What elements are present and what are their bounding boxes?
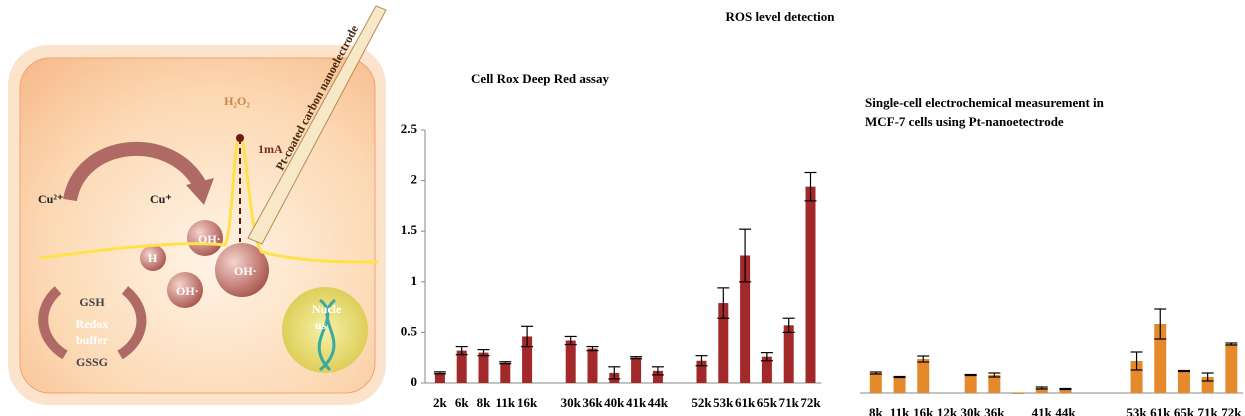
bar — [893, 377, 906, 393]
bar — [1130, 361, 1143, 393]
x-tick-label: 16k — [913, 405, 934, 416]
radical — [140, 245, 166, 271]
bar — [761, 356, 772, 383]
x-tick-label: 61k — [735, 395, 756, 410]
bar — [1154, 324, 1167, 393]
bar — [1177, 371, 1190, 393]
bar — [631, 357, 642, 383]
y-tick-label: 2.5 — [401, 121, 418, 136]
bar — [652, 370, 663, 383]
bar — [1035, 388, 1048, 393]
bar — [478, 352, 489, 383]
x-tick-label: 52k — [691, 395, 712, 410]
label: Cu²⁺ — [38, 192, 63, 206]
y-tick-label: 0 — [411, 374, 418, 389]
x-tick-label: 11k — [496, 395, 516, 410]
x-tick-label: 65k — [1174, 405, 1195, 416]
label: us — [315, 318, 327, 332]
dna — [317, 298, 337, 372]
figure-title: ROS level detection — [725, 9, 835, 24]
x-tick-label: 8k — [477, 395, 492, 410]
bar — [964, 375, 977, 393]
bar — [1059, 389, 1072, 393]
x-tick-label: 71k — [779, 395, 800, 410]
x-tick-label: 44k — [1055, 405, 1076, 416]
bar — [456, 350, 467, 383]
label: 1mA — [258, 142, 283, 156]
x-tick-label: 61k — [1150, 405, 1171, 416]
label: Nucle — [312, 302, 342, 316]
bar — [587, 348, 598, 383]
x-tick-label: 40k — [604, 395, 625, 410]
bar — [696, 360, 707, 383]
arrow-head — [186, 178, 214, 205]
bar — [1012, 393, 1025, 394]
x-tick-label: 72k — [800, 395, 821, 410]
bar — [783, 325, 794, 383]
label: H₂O₂ — [224, 94, 250, 108]
radical — [215, 243, 269, 297]
x-tick-label: 12k — [937, 405, 958, 416]
bar — [740, 255, 751, 383]
arrow — [63, 141, 207, 202]
x-tick-label: 41k — [1032, 405, 1053, 416]
x-tick-label: 71k — [1198, 405, 1219, 416]
label: OH· — [176, 284, 199, 298]
y-tick-label: 2 — [411, 172, 418, 187]
electrode — [247, 5, 387, 245]
chart-title: Single-cell electrochemical measurement … — [865, 95, 1105, 110]
x-tick-label: 41k — [626, 395, 647, 410]
label: H — [148, 251, 158, 265]
y-tick-label: 1.5 — [401, 222, 418, 237]
x-tick-label: 16k — [517, 395, 538, 410]
label: OH· — [198, 232, 221, 246]
diagram: H₂O₂ 1mA Pt-coated carbon nanoelectrode … — [8, 5, 387, 405]
bar — [805, 186, 816, 383]
x-tick-label: 11k — [890, 405, 910, 416]
x-tick-label: 44k — [648, 395, 669, 410]
y-tick-label: 1 — [411, 273, 418, 288]
bar — [988, 375, 1001, 393]
bar — [434, 372, 445, 383]
peak-dot — [236, 134, 244, 142]
x-tick-label: 30k — [961, 405, 982, 416]
x-tick-label: 65k — [757, 395, 778, 410]
label: Cu⁺ — [150, 192, 172, 206]
bar — [718, 303, 729, 383]
bar — [565, 340, 576, 383]
bar — [522, 336, 533, 383]
label: GSH — [79, 295, 105, 309]
x-tick-label: 30k — [561, 395, 582, 410]
radical — [167, 272, 203, 308]
label: Redox — [76, 317, 109, 331]
x-tick-label: 72k — [1221, 405, 1242, 416]
y-tick-label: 0.5 — [401, 323, 418, 338]
x-tick-label: 6k — [455, 395, 470, 410]
x-tick-label: 8k — [869, 405, 884, 416]
bar — [500, 362, 511, 383]
x-tick-label: 2k — [433, 395, 448, 410]
radical — [187, 220, 223, 256]
bar — [917, 359, 930, 393]
arrow — [117, 286, 147, 360]
label: buffer — [76, 333, 109, 347]
x-tick-label: 36k — [582, 395, 603, 410]
label: OH· — [234, 264, 257, 278]
x-tick-label: 36k — [984, 405, 1005, 416]
chart-title: Cell Rox Deep Red assay — [471, 71, 609, 86]
bar — [1225, 344, 1238, 393]
x-tick-label: 53k — [1126, 405, 1147, 416]
bar — [869, 373, 882, 393]
x-tick-label: 53k — [713, 395, 734, 410]
chart-title: MCF-7 cells using Pt-nanoetectrode — [865, 114, 1064, 129]
label: GSSG — [76, 355, 108, 369]
arrow — [38, 286, 68, 360]
